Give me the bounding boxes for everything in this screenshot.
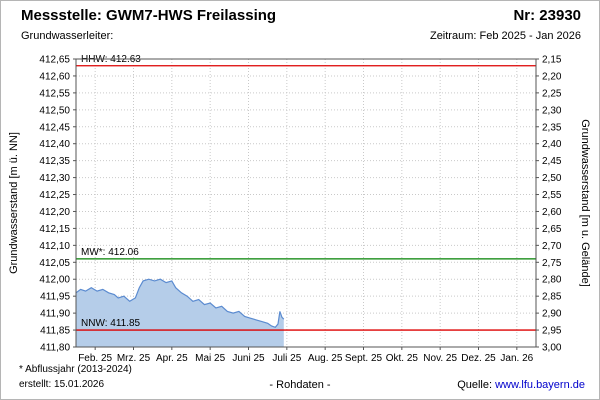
y-axis-label-right: Grundwasserstand [m u. Gelände] bbox=[579, 119, 591, 287]
y-left-tick-label: 412,65 bbox=[39, 55, 70, 66]
y-right-tick-label: 2,35 bbox=[542, 122, 562, 133]
x-tick-label: Feb. 25 bbox=[78, 353, 112, 364]
y-right-tick-label: 2,15 bbox=[542, 55, 562, 66]
groundwater-area-series bbox=[76, 279, 284, 347]
y-left-tick-label: 412,05 bbox=[39, 258, 70, 269]
y-right-tick-label: 2,70 bbox=[542, 241, 562, 252]
y-left-tick-label: 412,15 bbox=[39, 224, 70, 235]
source-link[interactable]: www.lfu.bayern.de bbox=[495, 379, 585, 391]
y-left-tick-label: 411,95 bbox=[40, 292, 70, 303]
x-tick-label: Okt. 25 bbox=[386, 353, 419, 364]
y-left-tick-label: 412,10 bbox=[39, 241, 70, 252]
x-tick-label: Nov. 25 bbox=[423, 353, 457, 364]
y-right-tick-label: 2,90 bbox=[542, 309, 562, 320]
y-right-tick-label: 2,25 bbox=[542, 88, 562, 99]
y-right-tick-label: 2,80 bbox=[542, 275, 562, 286]
y-right-tick-label: 2,50 bbox=[542, 173, 562, 184]
y-left-tick-label: 412,50 bbox=[39, 105, 70, 116]
source-label: Quelle: bbox=[457, 379, 493, 391]
x-tick-label: Apr. 25 bbox=[156, 353, 188, 364]
rohdaten-label: - Rohdaten - bbox=[269, 379, 331, 391]
y-left-tick-label: 412,45 bbox=[39, 122, 70, 133]
y-right-tick-label: 2,45 bbox=[542, 156, 562, 167]
groundwater-line-series bbox=[75, 278, 285, 329]
aquifer-label: Grundwasserleiter: bbox=[21, 30, 114, 42]
y-right-tick-label: 2,30 bbox=[542, 105, 562, 116]
y-left-tick-label: 411,80 bbox=[40, 343, 70, 354]
y-right-tick-label: 3,00 bbox=[542, 343, 562, 354]
x-tick-label: Mrz. 25 bbox=[117, 353, 151, 364]
y-left-tick-label: 412,40 bbox=[39, 139, 70, 150]
y-left-tick-label: 412,30 bbox=[39, 173, 70, 184]
y-right-tick-label: 2,40 bbox=[542, 139, 562, 150]
x-tick-label: Jan. 26 bbox=[500, 353, 533, 364]
x-tick-label: Dez. 25 bbox=[461, 353, 496, 364]
y-left-tick-label: 411,90 bbox=[40, 309, 70, 320]
plot-border bbox=[75, 58, 537, 348]
page-title: Messstelle: GWM7-HWS Freilassing bbox=[21, 7, 277, 24]
y-left-tick-label: 411,85 bbox=[40, 326, 70, 337]
y-left-tick-label: 412,20 bbox=[39, 207, 70, 218]
y-right-tick-label: 2,65 bbox=[542, 224, 562, 235]
reference-label-nnw: NNW: 411.85 bbox=[81, 318, 141, 329]
y-right-tick-label: 2,75 bbox=[542, 258, 562, 269]
y-right-tick-label: 2,85 bbox=[542, 292, 562, 303]
x-tick-label: Mai 25 bbox=[195, 353, 225, 364]
reference-label-mw: MW*: 412.06 bbox=[81, 247, 139, 258]
x-tick-label: Juni 25 bbox=[232, 353, 265, 364]
y-axis-label-left: Grundwasserstand [m ü. NN] bbox=[8, 132, 20, 274]
x-tick-label: Sept. 25 bbox=[345, 353, 383, 364]
created-date: erstellt: 15.01.2026 bbox=[19, 379, 105, 390]
y-right-tick-label: 2,55 bbox=[542, 190, 562, 201]
y-right-tick-label: 2,95 bbox=[542, 326, 562, 337]
station-number: Nr: 23930 bbox=[513, 7, 581, 24]
y-left-tick-label: 412,00 bbox=[39, 275, 70, 286]
y-left-tick-label: 412,25 bbox=[39, 190, 70, 201]
y-left-tick-label: 412,55 bbox=[39, 88, 70, 99]
y-left-tick-label: 412,35 bbox=[39, 156, 70, 167]
y-right-tick-label: 2,20 bbox=[542, 71, 562, 82]
y-right-tick-label: 2,60 bbox=[542, 207, 562, 218]
period-label: Zeitraum: Feb 2025 - Jan 2026 bbox=[429, 30, 581, 42]
groundwater-chart: 412,65 2,15 412,60 2,20 412,55 2,25 412,50 2,30… bbox=[39, 54, 562, 364]
y-left-tick-label: 412,60 bbox=[39, 71, 70, 82]
x-tick-label: Juli 25 bbox=[272, 353, 301, 364]
source-line: Quelle: www.lfu.bayern.de bbox=[457, 379, 585, 391]
footnote-abflussjahr: * Abflussjahr (2013-2024) bbox=[19, 364, 132, 375]
x-tick-label: Aug. 25 bbox=[308, 353, 343, 364]
